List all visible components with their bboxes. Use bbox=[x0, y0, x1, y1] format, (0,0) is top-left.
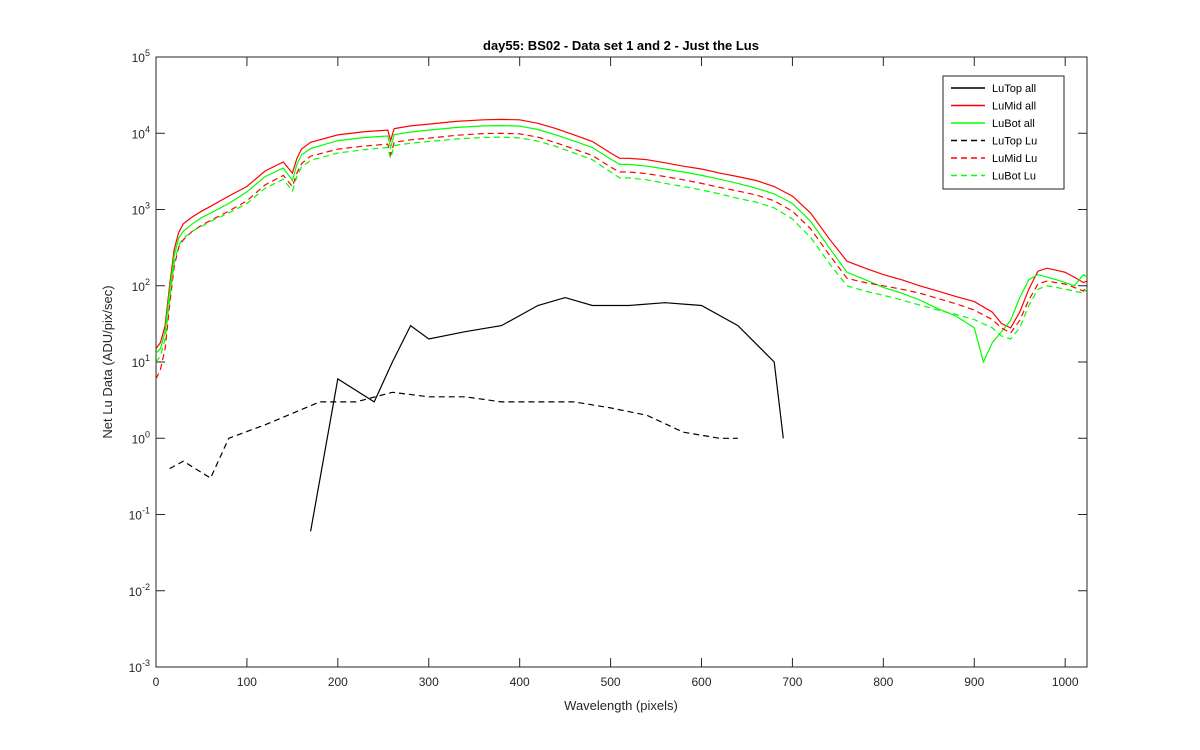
y-tick-label: 101 bbox=[132, 353, 150, 370]
x-axis-label: Wavelength (pixels) bbox=[564, 698, 678, 713]
x-tick-label: 700 bbox=[782, 675, 802, 689]
x-tick-label: 200 bbox=[328, 675, 348, 689]
y-tick-label: 10-2 bbox=[129, 582, 150, 599]
series-line-4 bbox=[169, 391, 738, 479]
y-tick-label: 10-3 bbox=[129, 658, 150, 675]
legend-label: LuBot all bbox=[992, 118, 1035, 130]
series-line-6 bbox=[155, 136, 1088, 363]
y-tick-label: 10-1 bbox=[129, 506, 150, 523]
x-tick-label: 400 bbox=[510, 675, 530, 689]
legend: LuTop all LuMid all LuBot all LuTop Lu LuMid… bbox=[942, 75, 1065, 190]
y-tick-label: 100 bbox=[132, 429, 150, 446]
series-line-2 bbox=[155, 118, 1088, 349]
x-tick-label: 300 bbox=[419, 675, 439, 689]
legend-label: LuMid all bbox=[992, 101, 1036, 113]
series-line-3 bbox=[155, 124, 1088, 364]
legend-label: LuTop all bbox=[992, 83, 1036, 95]
chart-title: day55: BS02 - Data set 1 and 2 - Just th… bbox=[483, 38, 759, 53]
y-tick-label: 105 bbox=[132, 48, 150, 65]
y-tick-label: 104 bbox=[132, 124, 150, 141]
y-axis-label: Net Lu Data (ADU/pix/sec) bbox=[100, 285, 115, 438]
series-line-1 bbox=[310, 296, 784, 532]
x-tick-label: 900 bbox=[964, 675, 984, 689]
x-tick-label: 500 bbox=[601, 675, 621, 689]
legend-box bbox=[942, 75, 1065, 190]
x-tick-label: 100 bbox=[237, 675, 257, 689]
series-layer bbox=[155, 118, 1088, 532]
x-tick-label: 600 bbox=[691, 675, 711, 689]
tick-layer: 0 100 200 300 400 500 600 700 800 900 1000 10-3 10-2… bbox=[129, 48, 1087, 689]
y-tick-label: 102 bbox=[132, 277, 150, 294]
x-tick-label: 1000 bbox=[1052, 675, 1079, 689]
legend-label: LuTop Lu bbox=[992, 136, 1037, 148]
legend-label: LuMid Lu bbox=[992, 153, 1037, 165]
legend-label: LuBot Lu bbox=[992, 171, 1036, 183]
x-tick-label: 0 bbox=[153, 675, 160, 689]
y-tick-label: 103 bbox=[132, 201, 150, 218]
x-tick-label: 800 bbox=[873, 675, 893, 689]
